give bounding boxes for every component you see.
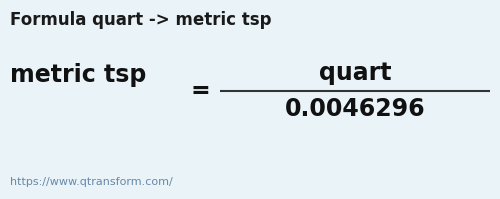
Text: =: = [190, 79, 210, 103]
Text: quart: quart [319, 61, 391, 85]
Text: 0.0046296: 0.0046296 [284, 97, 426, 121]
Text: https://www.qtransform.com/: https://www.qtransform.com/ [10, 177, 173, 187]
Text: Formula quart -> metric tsp: Formula quart -> metric tsp [10, 11, 272, 29]
Text: metric tsp: metric tsp [10, 63, 146, 87]
